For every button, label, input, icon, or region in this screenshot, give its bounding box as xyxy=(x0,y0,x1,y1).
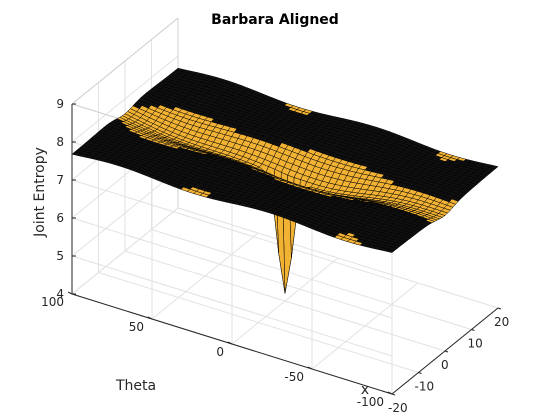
z-axis-label: Joint Entropy xyxy=(32,147,48,238)
theta-tick-label: 100 xyxy=(41,295,64,309)
z-tick-label: 7 xyxy=(56,173,64,187)
x-tick-label: -10 xyxy=(415,380,435,394)
theta-tick-label: 0 xyxy=(216,345,224,359)
theta-tick-mark xyxy=(387,391,393,395)
grid-line-theta-floor xyxy=(71,207,179,295)
grid-line-theta-floor xyxy=(151,232,259,320)
surface-patch xyxy=(71,151,82,156)
theta-tick-mark xyxy=(307,366,313,370)
x-axis-label: x xyxy=(361,382,369,398)
x-tick-mark xyxy=(391,393,396,396)
grid-line-theta-floor xyxy=(311,282,419,370)
y-axis-label: Theta xyxy=(115,378,156,394)
grid-line-theta-floor xyxy=(231,257,339,345)
axes-layer xyxy=(67,103,502,396)
z-tick-label: 4 xyxy=(56,287,64,301)
x-tick-mark xyxy=(418,372,422,374)
theta-tick-label: -50 xyxy=(284,370,304,384)
theta-tick-mark xyxy=(227,341,233,345)
chart-title: Barbara Aligned xyxy=(211,12,339,28)
x-tick-mark xyxy=(444,350,449,353)
theta-tick-mark xyxy=(67,291,73,295)
x-tick-label: 20 xyxy=(494,315,509,329)
theta-tick-label: -100 xyxy=(357,395,384,409)
x-tick-mark xyxy=(497,307,502,310)
surface-layer xyxy=(71,67,499,294)
z-tick-label: 8 xyxy=(56,135,64,149)
x-tick-label: 0 xyxy=(441,358,449,372)
x-tick-mark xyxy=(471,329,475,331)
theta-tick-mark xyxy=(147,316,153,320)
z-tick-label: 9 xyxy=(56,97,64,111)
box-edge-top-back xyxy=(71,17,179,105)
theta-tick-label: 50 xyxy=(129,320,144,334)
x-tick-label: -20 xyxy=(388,401,408,415)
z-tick-label: 5 xyxy=(56,249,64,263)
z-tick-label: 6 xyxy=(56,211,64,225)
x-tick-label: 10 xyxy=(468,337,483,351)
